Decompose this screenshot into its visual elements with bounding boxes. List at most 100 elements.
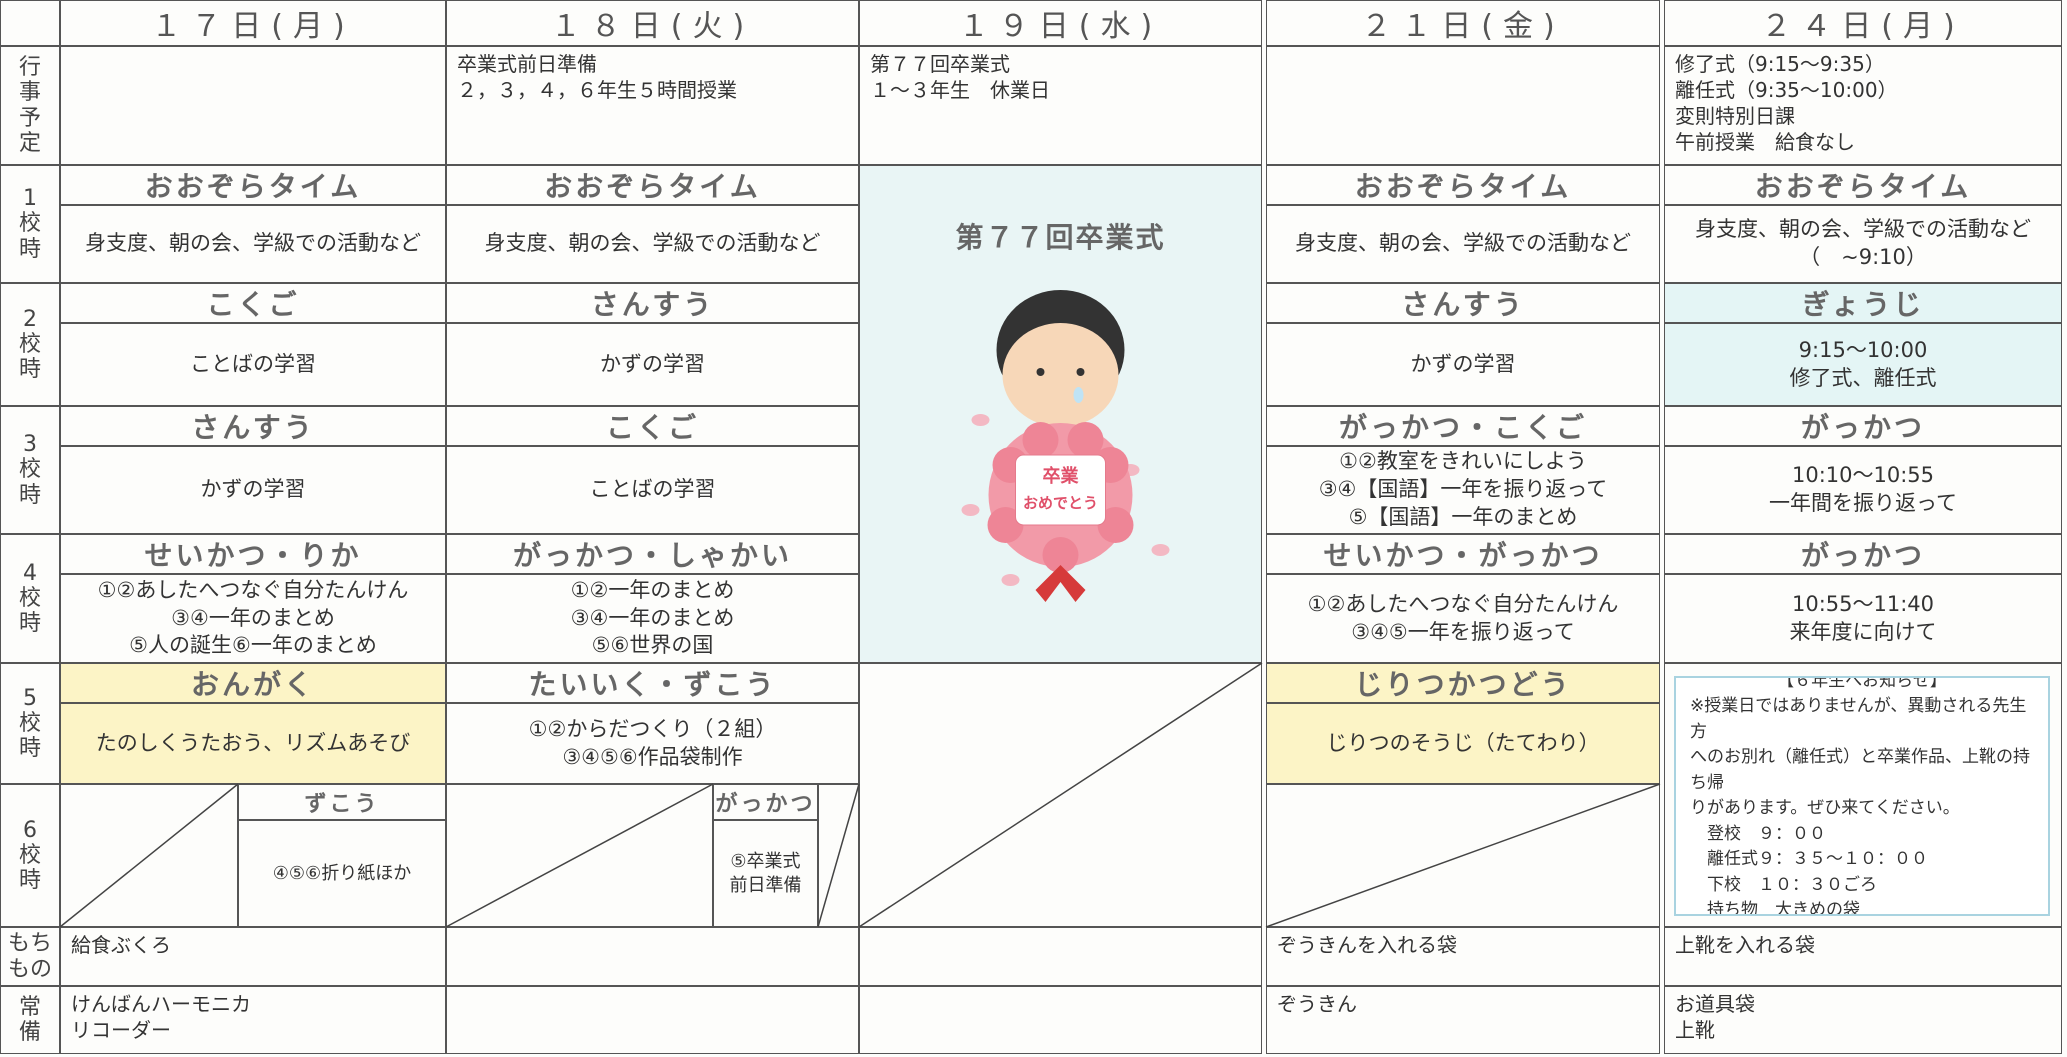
subject-cell: せいかつ・がっかつ <box>1266 534 1660 574</box>
notice-line: 離任式９：３５～１０：００ <box>1690 849 1928 869</box>
content-line: 一年間を振り返って <box>1769 491 1957 515</box>
event-line: 卒業式前日準備 <box>457 52 597 76</box>
content-line: ④⑤⑥折り紙ほか <box>272 862 412 884</box>
subject-cell: ずこう <box>238 784 446 820</box>
content-line: ことばの学習 <box>589 477 716 502</box>
content-line: たのしくうたおう、リズムあそび <box>95 730 411 755</box>
content-cell: 10:10～10:55 一年間を振り返って <box>1664 446 2062 534</box>
content-cell: 身支度、朝の会、学級での活動など <box>1266 205 1660 283</box>
notice-box: 【６年生へお知らせ】 ※授業日ではありませんが、異動される先生方 へのお別れ（離任式… <box>1674 676 2050 916</box>
content-cell: 身支度、朝の会、学級での活動など （ ~9:10） <box>1664 205 2062 283</box>
empty-cell <box>446 784 713 927</box>
content-line: 10:10～10:55 <box>1791 463 1935 488</box>
content-line: ③④一年のまとめ <box>570 605 735 630</box>
content-line: ①②あしたへつなぐ自分たんけん <box>97 577 409 602</box>
row-label-cell: 行事予定 <box>0 46 60 165</box>
corner-cell <box>0 0 60 46</box>
subject-cell: おおぞらタイム <box>60 165 446 205</box>
content-cell: 身支度、朝の会、学級での活動など <box>60 205 446 283</box>
subject-cell: おおぞらタイム <box>1266 165 1660 205</box>
content-cell: かずの学習 <box>1266 323 1660 406</box>
row-label-cell: 1校時 <box>0 165 60 283</box>
row-label-cell: 6校時 <box>0 784 60 927</box>
subject-cell: たいいく・ずこう <box>446 663 859 703</box>
subject-cell: じりつかつどう <box>1266 663 1660 703</box>
events-cell: 修了式（9:15～9:35） 離任式（9:35～10:00） 変則特別日課 午前授業 … <box>1664 46 2062 165</box>
supplies-cell <box>446 986 859 1054</box>
supply-line: 上靴 <box>1675 1018 1715 1042</box>
content-line: ③④一年のまとめ <box>171 605 335 630</box>
event-line: 離任式（9:35～10:00） <box>1675 78 1898 102</box>
day-header: １９日(水) <box>859 0 1262 46</box>
subject-cell: おんがく <box>60 663 446 703</box>
day-header: ２１日(金) <box>1266 0 1660 46</box>
event-line: 変則特別日課 <box>1675 104 1795 128</box>
content-line: ①②からだつくり（２組） <box>528 716 777 741</box>
subject-cell: がっかつ・しゃかい <box>446 534 859 574</box>
content-line: かずの学習 <box>600 351 705 376</box>
items-cell <box>859 927 1262 986</box>
subject-cell: おおぞらタイム <box>446 165 859 205</box>
subject-cell: おおぞらタイム <box>1664 165 2062 205</box>
row-label-cell: 2校時 <box>0 283 60 406</box>
content-cell: ことばの学習 <box>60 323 446 406</box>
event-line: 第７７回卒業式 <box>870 52 1010 76</box>
content-line: ことばの学習 <box>190 351 316 376</box>
supplies-cell: けんばんハーモニカ リコーダー <box>60 986 446 1054</box>
row-label-cell: 常備 <box>0 986 60 1054</box>
content-cell: 身支度、朝の会、学級での活動など <box>446 205 859 283</box>
content-line: ⑤卒業式 <box>730 850 801 872</box>
content-cell: ④⑤⑥折り紙ほか <box>238 820 446 927</box>
content-line: 来年度に向けて <box>1789 619 1937 644</box>
subject-cell: せいかつ・りか <box>60 534 446 574</box>
item-line: 給食ぶくろ <box>71 933 171 957</box>
notice-line: りがあります。ぜひ来てください。 <box>1690 798 1960 818</box>
content-cell: かずの学習 <box>446 323 859 406</box>
supplies-cell: お道具袋 上靴 <box>1664 986 2062 1054</box>
content-cell: ①②教室をきれいにしよう ③④【国語】一年を振り返って ⑤【国語】一年のまとめ <box>1266 446 1660 534</box>
notice-title: 【６年生へお知らせ】 <box>1777 676 1947 691</box>
content-line: ①②あしたへつなぐ自分たんけん <box>1307 591 1619 616</box>
supply-line: ぞうきん <box>1277 992 1357 1016</box>
subject-cell: がっかつ・こくご <box>1266 406 1660 446</box>
row-label: 4校時 <box>18 560 41 637</box>
content-cell: ①②あしたへつなぐ自分たんけん ③④一年のまとめ ⑤人の誕生⑥一年のまとめ <box>60 574 446 663</box>
event-line: 修了式（9:15～9:35） <box>1675 52 1885 76</box>
content-line: （ ~9:10） <box>1799 245 1927 269</box>
row-label-cell: 3校時 <box>0 406 60 534</box>
supply-line: お道具袋 <box>1675 992 1755 1016</box>
content-line: ⑤⑥世界の国 <box>591 633 714 658</box>
row-label: 5校時 <box>18 685 41 762</box>
content-cell: たのしくうたおう、リズムあそび <box>60 703 446 784</box>
notice-line: 登校 ９：００ <box>1690 823 1826 844</box>
content-line: 身支度、朝の会、学級での活動など <box>484 231 821 256</box>
content-cell: 10:55～11:40 来年度に向けて <box>1664 574 2062 663</box>
row-label: 3校時 <box>18 432 41 508</box>
events-cell: 第７７回卒業式 １～３年生 休業日 <box>859 46 1262 165</box>
subject-cell: ぎょうじ <box>1664 283 2062 323</box>
content-line: ①②教室をきれいにしよう <box>1339 449 1587 474</box>
subject-cell: がっかつ <box>1664 534 2062 574</box>
event-line: 午前授業 給食なし <box>1675 130 1855 154</box>
items-cell: 上靴を入れる袋 <box>1664 927 2062 986</box>
row-label: もちもの <box>7 931 52 982</box>
content-line: じりつのそうじ（たてわり） <box>1326 730 1600 755</box>
content-line: 10:55～11:40 <box>1791 591 1935 616</box>
content-line: 修了式、離任式 <box>1789 365 1937 390</box>
content-line: ③④⑤⑥作品袋制作 <box>562 744 743 769</box>
content-line: 9:15～10:00 <box>1798 337 1928 362</box>
content-cell: ①②からだつくり（２組） ③④⑤⑥作品袋制作 <box>446 703 859 784</box>
day-header: １８日(火) <box>446 0 859 46</box>
row-label: 1校時 <box>18 186 41 262</box>
content-line: かずの学習 <box>1410 351 1516 376</box>
subject-cell: こくご <box>446 406 859 446</box>
content-cell: かずの学習 <box>60 446 446 534</box>
content-cell: 9:15～10:00 修了式、離任式 <box>1664 323 2062 406</box>
subject-cell: さんすう <box>1266 283 1660 323</box>
event-line: ２，３，４，６年生５時間授業 <box>457 78 737 102</box>
notice-line: 持ち物 大きめの袋 <box>1690 900 1860 916</box>
content-line: ①②一年のまとめ <box>570 577 735 602</box>
row-label: 6校時 <box>18 817 41 894</box>
subject-cell: さんすう <box>60 406 446 446</box>
